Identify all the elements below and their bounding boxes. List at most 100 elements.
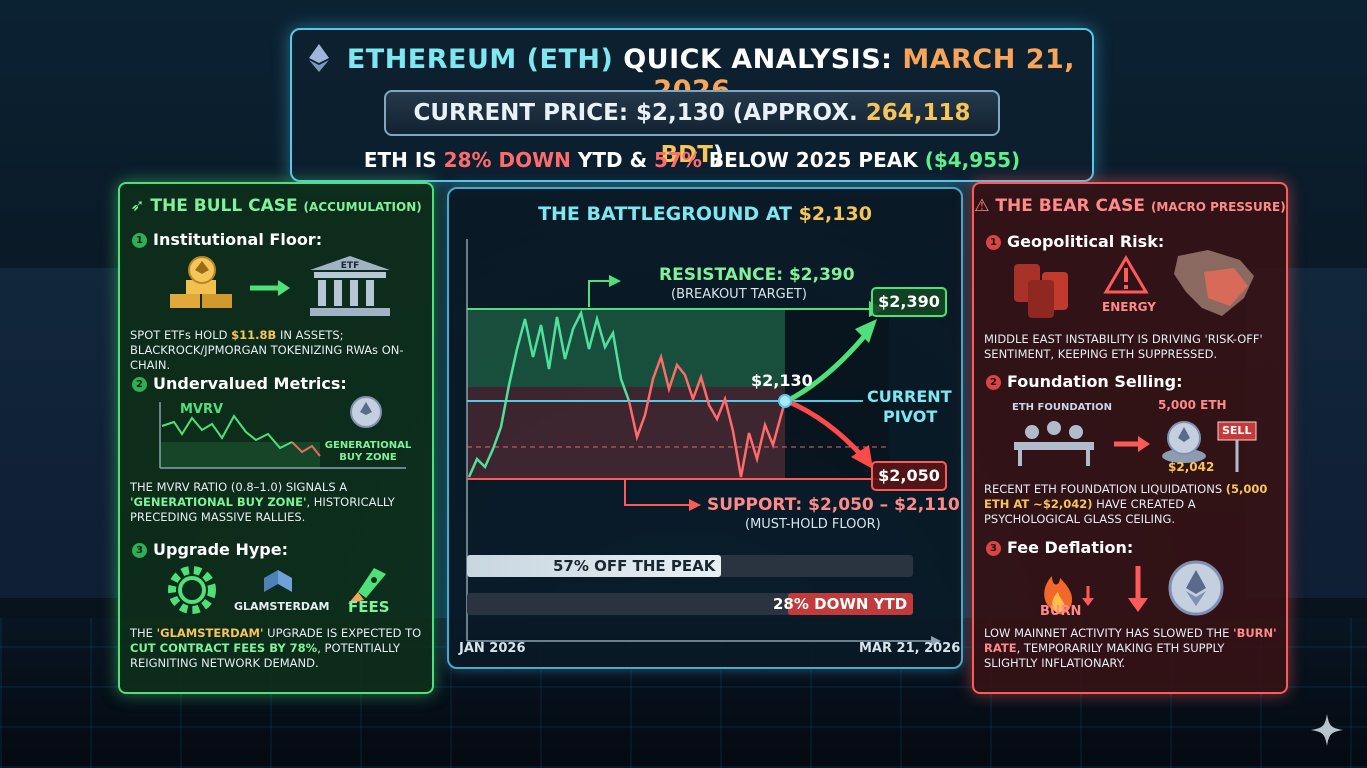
glamsterdam-highlight: 'GLAMSTERDAM' [156, 626, 264, 640]
resistance-label: RESISTANCE: $2,390 [659, 265, 855, 285]
oil-barrels-icon [1014, 264, 1068, 318]
bear-case-title: ⚠ THE BEAR CASE (MACRO PRESSURE) [974, 196, 1286, 216]
summary-text-2: YTD & [577, 148, 648, 172]
section-number: 3 [986, 541, 1001, 556]
city-skyline-left [0, 268, 120, 598]
buy-zone-label: GENERATIONAL BUY ZONE [324, 440, 412, 463]
energy-label: ENERGY [1102, 300, 1156, 314]
eth-amount-label: 5,000 ETH [1158, 398, 1227, 412]
bull-section-2: 2 Undervalued Metrics: [132, 374, 347, 393]
desc-text: UPGRADE IS EXPECTED TO [267, 626, 422, 640]
section-number: 1 [986, 235, 1001, 250]
etf-building-icon [310, 256, 390, 316]
section-title: Institutional Floor: [153, 230, 323, 249]
bear-section-1: 1 Geopolitical Risk: [986, 232, 1164, 251]
sell-price-label: $2,042 [1168, 460, 1215, 474]
section-title: Fee Deflation: [1007, 538, 1134, 557]
section-title: Undervalued Metrics: [153, 374, 347, 393]
glamsterdam-label: GLAMSTERDAM [234, 600, 330, 613]
etf-label: ETF [341, 261, 359, 271]
section-number: 1 [132, 233, 147, 248]
current-price-label: $2,130 [751, 371, 813, 390]
support-label: SUPPORT: $2,050 – $2,110 [707, 495, 960, 515]
desc-text: SPOT ETFs HOLD [130, 328, 228, 342]
peak-progress-label: 57% OFF THE PEAK [553, 557, 716, 575]
desc-text: THE [130, 626, 153, 640]
x-axis-end-label: MAR 21, 2026 [859, 641, 961, 656]
price-path-upper [467, 309, 631, 478]
price-path-lower [627, 352, 787, 478]
bull-desc-3: THE 'GLAMSTERDAM' UPGRADE IS EXPECTED TO… [130, 626, 426, 671]
mvrv-chart-illustration [159, 396, 406, 469]
summary-text-3: BELOW 2025 PEAK [708, 148, 918, 172]
bull-subtitle: (ACCUMULATION) [303, 200, 422, 214]
ethereum-logo-icon [308, 44, 329, 72]
section-number: 2 [132, 377, 147, 392]
bull-section-3: 3 Upgrade Hype: [132, 540, 288, 559]
gold-bars-icon [170, 256, 232, 308]
breakout-arrow [785, 331, 869, 404]
resistance-callout [588, 280, 609, 307]
section-title: Upgrade Hype: [153, 540, 288, 559]
desc-text: RECENT ETH FOUNDATION LIQUIDATIONS [984, 482, 1223, 496]
burn-label: BURN [1040, 604, 1082, 619]
ethereum-coin-stack-icon [1162, 421, 1206, 463]
upgrade-icons [168, 566, 386, 614]
summary-peak-pct: 57% [653, 148, 702, 172]
desc-text: THE MVRV RATIO (0.8–1.0) SIGNALS A [130, 480, 348, 494]
title-eth: ETHEREUM (ETH) [346, 44, 614, 75]
bear-desc-3: LOW MAINNET ACTIVITY HAS SLOWED THE 'BUR… [984, 626, 1280, 671]
energy-warning-icon [1103, 255, 1149, 294]
support-zone [467, 387, 785, 479]
small-down-arrow-icon [1082, 586, 1094, 606]
arrow-right-icon [250, 280, 290, 296]
eth-foundation-label: ETH FOUNDATION [1012, 402, 1112, 413]
support-price-tag: $2,050 [871, 461, 947, 491]
fee-deflation-illustration [1044, 560, 1224, 616]
desc-text: IN ASSETS; BLACKROCK/JPMORGAN TOKENIZING… [130, 328, 404, 372]
resistance-zone [467, 309, 785, 387]
desc-text: LOW MAINNET ACTIVITY HAS SLOWED THE [984, 626, 1230, 640]
geopolitical-illustration [1014, 250, 1254, 318]
mvrv-label: MVRV [180, 402, 224, 417]
buy-zone-highlight: 'GENERATIONAL BUY ZONE' [130, 495, 307, 509]
desc-text: , POTENTIALLY REIGNITING NETWORK DEMAND. [130, 641, 400, 670]
price-chart [466, 239, 941, 646]
support-callout [624, 479, 689, 506]
price-label: CURRENT PRICE: $2,130 (APPROX. [413, 100, 858, 126]
warning-icon: ⚠ [974, 196, 990, 216]
bear-title-text: THE BEAR CASE [995, 196, 1146, 216]
price-bdt: 264,118 BDT [660, 100, 971, 168]
burn-rate-highlight: 'BURN' RATE [984, 626, 1277, 655]
bull-case-panel: ➶ THE BULL CASE (ACCUMULATION) 1 Institut… [118, 182, 434, 694]
gear-icon [168, 566, 216, 614]
bear-desc-1: MIDDLE EAST INSTABILITY IS DRIVING 'RISK… [984, 332, 1263, 361]
ethereum-coin-icon [1168, 560, 1224, 616]
battleground-title-price: $2,130 [798, 203, 872, 225]
rocket-icon [348, 568, 386, 604]
pivot-label: PIVOT [883, 407, 938, 426]
summary-text-1: ETH IS [363, 148, 437, 172]
x-axis-start-label: JAN 2026 [459, 641, 526, 656]
gold-to-etf-illustration: ETF [170, 256, 390, 316]
peak-progress-bar: 57% OFF THE PEAK [467, 555, 913, 577]
ytd-progress-label: 28% DOWN YTD [773, 595, 908, 613]
summary-peak-price: ($4,955) [924, 148, 1021, 172]
sparkle-icon [1311, 714, 1343, 746]
ytd-progress-bar: 28% DOWN YTD [467, 593, 913, 615]
bear-case-panel: ⚠ THE BEAR CASE (MACRO PRESSURE) 1 Geopol… [972, 182, 1288, 694]
liquidation-highlight: (5,000 ETH AT ~$2,042) [984, 482, 1268, 511]
bull-case-title: ➶ THE BULL CASE (ACCUMULATION) [120, 196, 432, 216]
bull-section-1: 1 Institutional Floor: [132, 230, 322, 249]
sell-label: SELL [1222, 424, 1252, 437]
fire-icon [1044, 576, 1073, 615]
ytd-progress-fill [788, 593, 913, 615]
etf-assets-value: $11.8B [231, 328, 277, 342]
battleground-panel: THE BATTLEGROUND AT $2,130 RE [447, 187, 963, 669]
desc-text: HAVE CREATED A PSYCHOLOGICAL GLASS CEILI… [984, 497, 1196, 526]
support-sublabel: (MUST-HOLD FLOOR) [745, 517, 881, 532]
bull-title-text: THE BULL CASE [150, 196, 298, 216]
middle-east-map-icon [1174, 250, 1254, 316]
rocket-icon: ➶ [130, 196, 145, 216]
fees-label: FEES [348, 598, 390, 616]
